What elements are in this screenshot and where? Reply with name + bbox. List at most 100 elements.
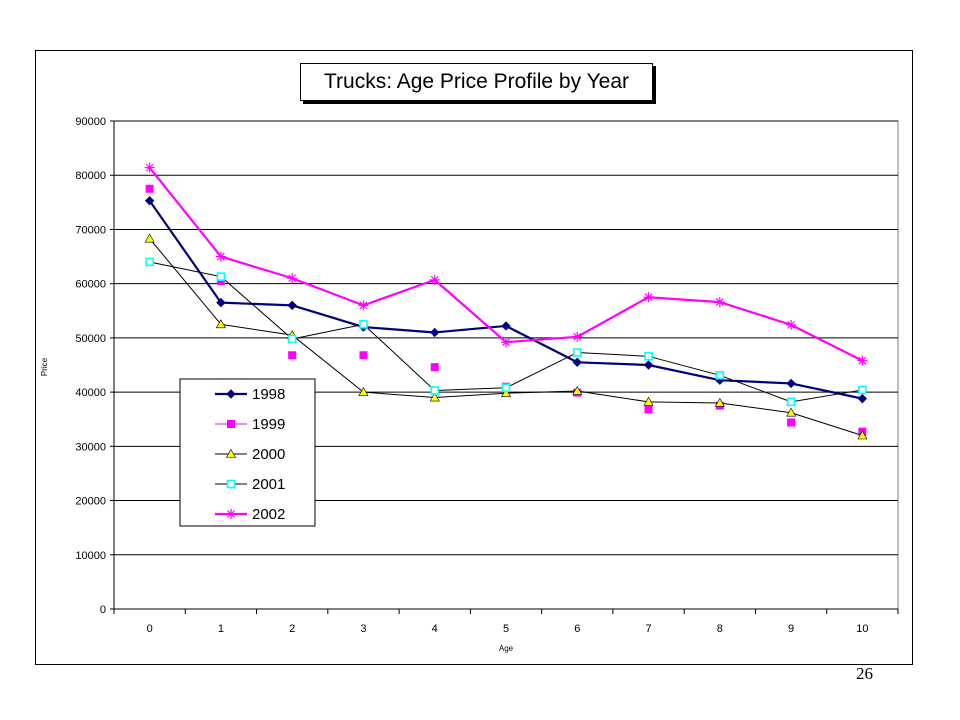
star-stroke [573,332,582,341]
data-point-open-square [715,371,725,380]
x-tick-label: 9 [788,623,794,635]
data-point-star [857,355,868,366]
data-point-diamond [857,393,868,404]
data-point-diamond [643,360,654,370]
data-point-open-square [572,348,582,357]
data-point-star [786,319,797,330]
data-point-star [144,162,155,173]
data-point-triangle [500,388,512,397]
data-point-star [429,274,440,285]
chart-frame [35,50,913,665]
y-tick-label: 10000 [75,550,106,562]
y-axis-title: Price [40,357,49,376]
legend-item-2001: 2001 [215,476,285,493]
series-line [148,166,863,362]
x-tick-label: 0 [147,623,153,635]
data-point-triangle [358,386,369,396]
x-tick-label: 5 [503,623,509,635]
data-point-square [227,420,235,428]
y-tick-label: 20000 [75,496,106,508]
data-point-star [501,337,511,348]
data-point-diamond [572,357,582,367]
data-point-triangle [786,407,797,417]
legend-item-1999: 1999 [215,416,285,433]
star-stroke [430,275,439,284]
data-point-open-square [501,383,511,393]
data-point-star [215,251,226,262]
data-point-square [359,351,368,360]
data-point-square [145,184,154,193]
data-point-open-square [359,320,368,329]
data-point-star [358,300,369,311]
data-point-triangle [144,233,155,243]
data-point-open-square [287,334,297,344]
legend-label: 2002 [252,506,285,523]
page-number: 26 [856,664,873,683]
data-point-triangle [643,396,654,406]
x-tick-label: 7 [645,623,651,635]
y-tick-label: 40000 [75,387,106,399]
star-stroke [644,293,653,302]
legend-label: 2000 [252,446,285,463]
y-tick-label: 0 [100,604,106,616]
y-tick-label: 90000 [75,116,106,128]
data-point-square [288,351,297,360]
data-point-diamond [786,378,796,389]
x-tick-label: 1 [218,623,224,635]
data-point-diamond [501,321,511,331]
x-axis-title: Age [499,644,514,653]
y-tick-label: 50000 [75,333,106,345]
legend-label: 1998 [252,386,285,403]
data-point-star [287,273,298,284]
data-point-open-square [786,397,796,407]
star-stroke [715,298,724,307]
y-tick-label: 80000 [75,170,106,182]
data-point-star [643,292,654,303]
star-stroke [145,163,154,172]
data-point-triangle [225,448,237,458]
data-point-triangle [714,397,725,407]
x-tick-label: 3 [360,623,366,635]
data-point-open-square [644,352,653,361]
data-point-star [714,297,725,308]
x-tick-label: 6 [574,623,580,635]
y-tick-label: 60000 [75,279,106,291]
data-point-square [644,405,653,414]
data-point-open-square [430,386,440,395]
legend-item-1998: 1998 [215,386,285,403]
legend-label: 1999 [252,416,285,433]
star-stroke [858,356,867,365]
data-point-diamond [144,195,155,206]
series-2002 [144,162,868,366]
star-stroke [227,510,235,518]
legend-item-2002: 2002 [215,506,285,523]
star-stroke [787,320,796,329]
y-tick-label: 30000 [75,441,106,453]
data-point-square [787,418,796,427]
legend-box [179,378,316,527]
data-point-open-square [145,257,154,267]
x-tick-label: 10 [856,623,868,635]
series-line [148,200,863,400]
data-point-star [226,509,236,519]
data-point-triangle [429,392,440,402]
chart-title: Trucks: Age Price Profile by Year [323,70,630,93]
data-point-diamond [226,389,236,399]
star-stroke [359,301,368,310]
grid-lines [113,120,899,610]
x-tick-label: 2 [289,623,295,635]
x-tick-label: 4 [432,623,438,635]
data-point-open-square [216,272,226,281]
series-1998 [144,195,868,404]
legend: 1998 1999 2000 2001 2002 [179,378,316,527]
star-stroke [502,338,510,347]
star-stroke [288,274,297,283]
data-point-diamond [430,327,440,338]
data-point-open-square [858,385,867,395]
x-tick-label: 8 [717,623,723,635]
plot-area-border [113,120,899,610]
y-tick-label: 70000 [75,224,106,236]
chart-title-box: Trucks: Age Price Profile by Year [300,63,653,101]
data-point-square [430,363,439,372]
